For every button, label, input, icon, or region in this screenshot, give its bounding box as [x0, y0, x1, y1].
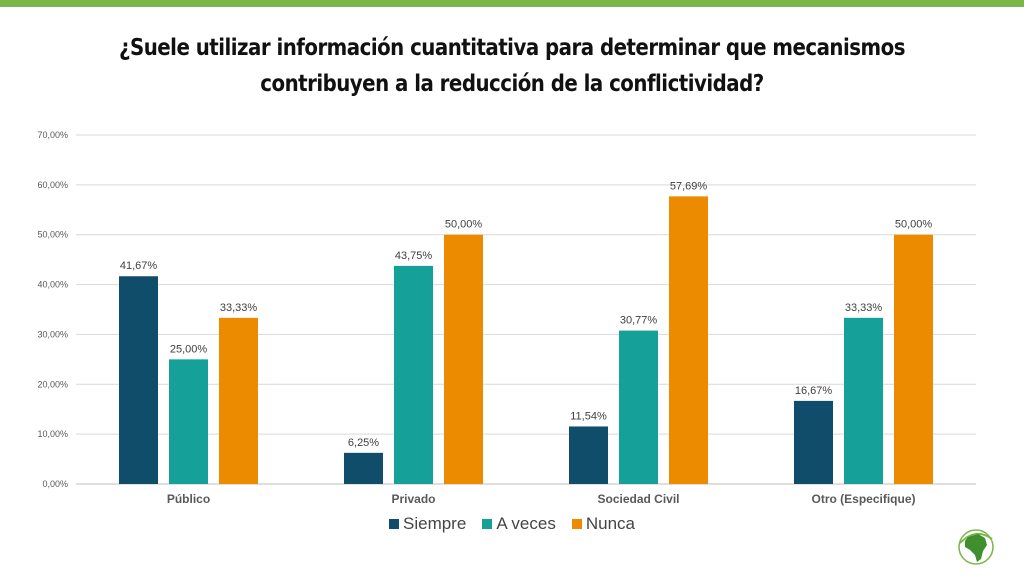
- y-tick-label: 10,00%: [37, 429, 68, 439]
- bar: [119, 276, 158, 484]
- bar: [619, 330, 658, 484]
- data-label: 50,00%: [445, 219, 483, 231]
- data-label: 30,77%: [620, 315, 658, 327]
- bar: [169, 359, 208, 484]
- data-label: 33,33%: [220, 302, 258, 314]
- x-category-label: Sociedad Civil: [597, 492, 679, 506]
- bar: [894, 234, 933, 484]
- bar: [444, 234, 483, 484]
- y-tick-label: 60,00%: [37, 180, 68, 190]
- legend-label: Nunca: [585, 514, 635, 533]
- y-tick-label: 0,00%: [42, 479, 68, 489]
- bar: [794, 400, 833, 484]
- y-tick-label: 70,00%: [37, 130, 68, 140]
- bar: [569, 426, 608, 484]
- legend-swatch: [571, 519, 582, 529]
- data-label: 41,67%: [120, 260, 158, 272]
- data-label: 25,00%: [170, 343, 208, 355]
- y-tick-label: 50,00%: [37, 230, 68, 240]
- y-tick-label: 20,00%: [37, 379, 68, 389]
- data-label: 43,75%: [395, 250, 433, 262]
- y-tick-label: 30,00%: [37, 329, 68, 339]
- bar: [219, 317, 258, 484]
- data-label: 33,33%: [845, 302, 883, 314]
- bar: [844, 317, 883, 484]
- data-label: 57,69%: [670, 180, 708, 192]
- legend-swatch: [389, 519, 399, 529]
- data-label: 50,00%: [895, 219, 933, 231]
- legend-item: Nunca: [571, 514, 635, 534]
- legend-item: Siempre: [389, 514, 466, 534]
- legend-label: A veces: [496, 514, 556, 533]
- legend-item: A veces: [482, 514, 556, 534]
- africa-globe-icon: [958, 529, 994, 565]
- legend-label: Siempre: [403, 514, 467, 533]
- legend-swatch: [482, 519, 493, 529]
- top-accent-bar: [0, 0, 1024, 7]
- y-tick-label: 40,00%: [37, 280, 68, 290]
- chart-title: ¿Suele utilizar información cuantitativa…: [119, 35, 905, 97]
- x-category-label: Privado: [391, 492, 435, 506]
- bar: [669, 196, 708, 484]
- x-category-label: Otro (Especifique): [811, 492, 915, 506]
- bar: [394, 265, 433, 484]
- chart-legend: Siempre A veces Nunca: [0, 514, 1024, 534]
- data-label: 11,54%: [570, 410, 607, 422]
- data-label: 16,67%: [795, 385, 833, 397]
- bar: [344, 452, 383, 484]
- data-label: 6,25%: [348, 437, 379, 449]
- x-category-label: Público: [167, 492, 210, 506]
